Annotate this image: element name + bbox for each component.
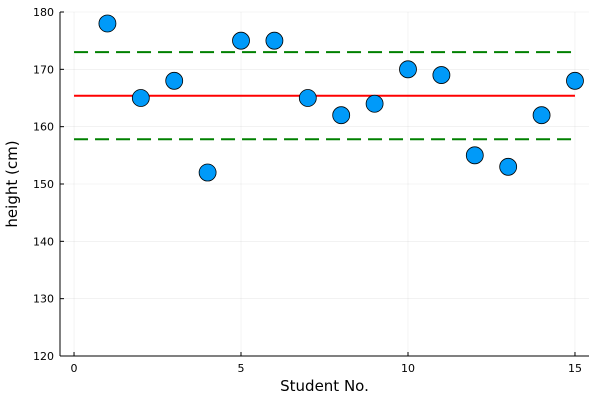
reference-lines [74, 51, 575, 141]
x-tick-label: 5 [238, 362, 245, 375]
scatter-point [399, 60, 417, 79]
scatter-point [332, 106, 351, 125]
y-tick-label: 140 [33, 235, 54, 248]
scatter-point [465, 146, 484, 165]
y-axis-title: height (cm) [3, 140, 21, 227]
axes [59, 11, 589, 357]
y-tick-label: 170 [33, 63, 54, 76]
y-tick-label: 160 [33, 121, 54, 134]
data-points [98, 14, 584, 182]
y-tick-label: 130 [33, 293, 54, 306]
scatter-point [98, 14, 117, 33]
y-tick-label: 120 [33, 350, 54, 363]
scatter-point [265, 31, 284, 50]
x-tick-label: 0 [71, 362, 78, 375]
scatter-point [298, 89, 317, 107]
y-tick-label: 150 [33, 178, 54, 191]
scatter-point [566, 71, 584, 90]
y-tick-label: 180 [33, 6, 54, 19]
tick-labels: 0 5 10 15 120 130 140 150 160 170 180 [33, 6, 582, 375]
scatter-point [365, 94, 384, 113]
x-tick-label: 15 [568, 362, 582, 375]
x-tick-label: 10 [401, 362, 415, 375]
scatter-point [232, 31, 250, 50]
scatter-point [198, 163, 217, 182]
scatter-point [432, 66, 451, 84]
scatter-point [131, 89, 150, 107]
x-axis-title: Student No. [280, 377, 369, 395]
scatter-point [532, 106, 551, 125]
scatter-point [499, 157, 518, 176]
scatter-point [165, 71, 184, 90]
